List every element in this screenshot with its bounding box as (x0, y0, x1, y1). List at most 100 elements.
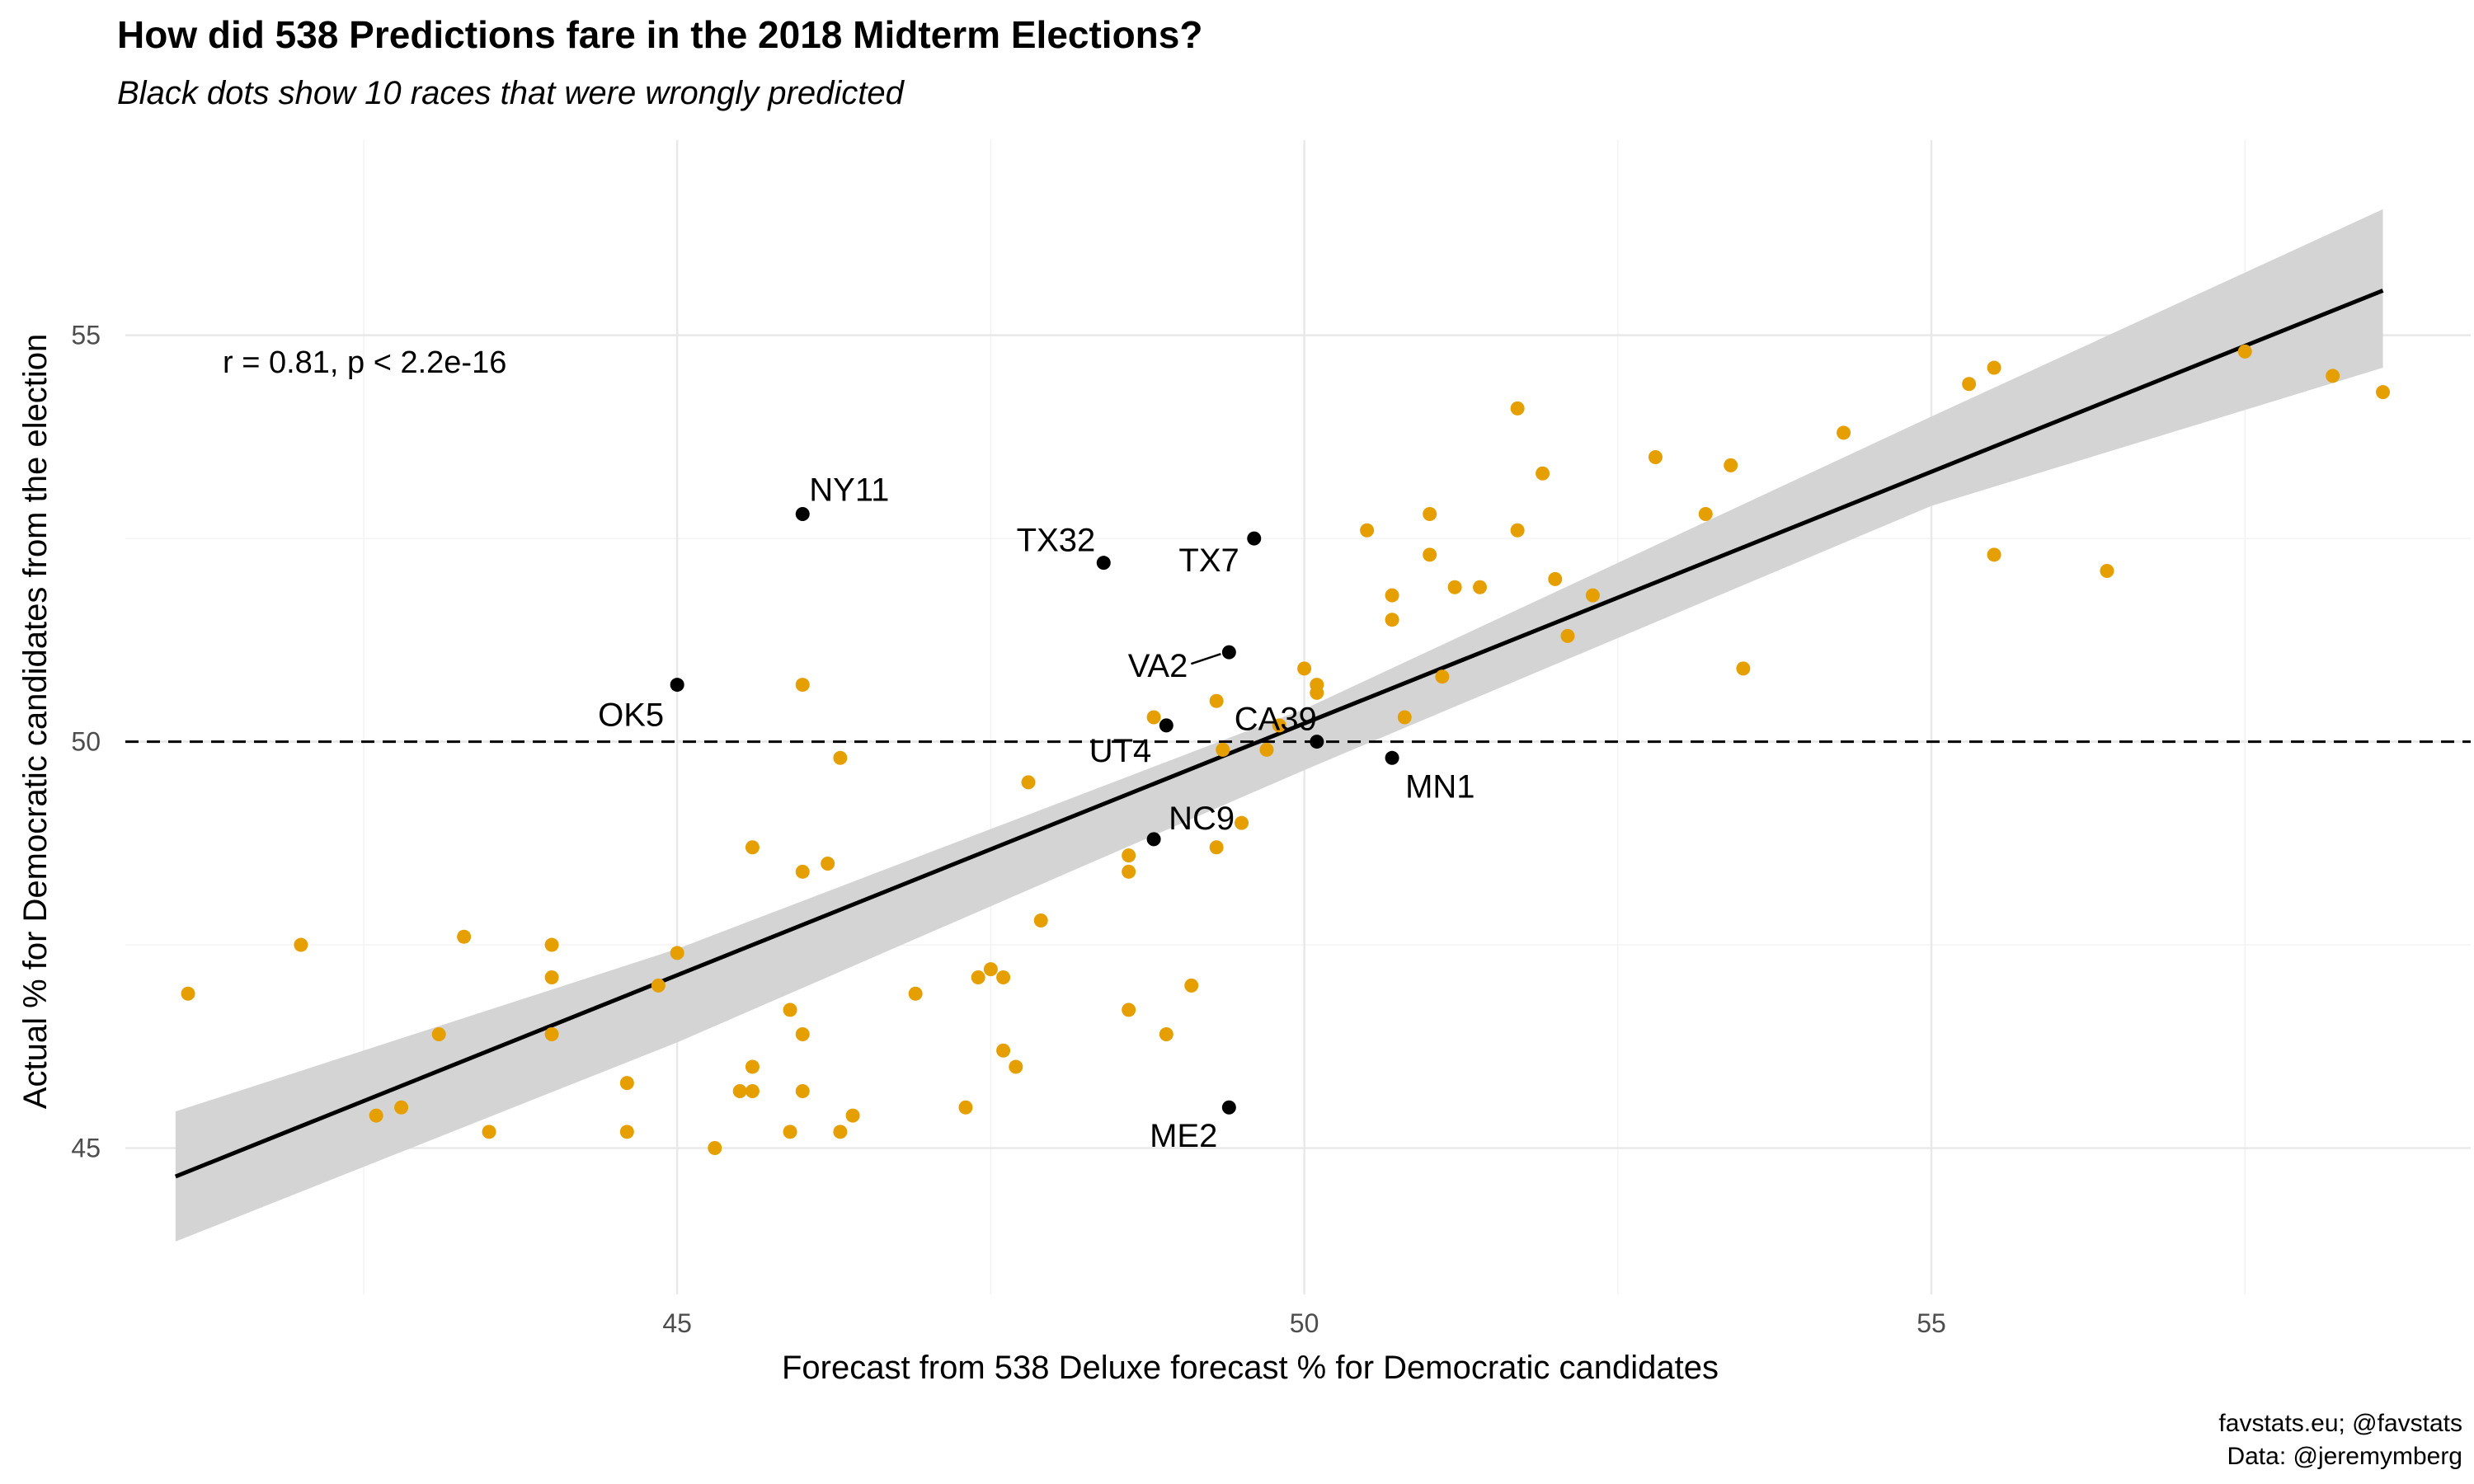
correct-prediction-point (971, 970, 985, 984)
correct-prediction-point (1310, 685, 1324, 700)
correct-prediction-point (1033, 913, 1048, 928)
correct-prediction-point (1560, 628, 1575, 643)
correct-prediction-point (745, 1084, 760, 1099)
correct-prediction-point (1122, 864, 1136, 879)
correct-prediction-point (544, 1027, 559, 1042)
correct-prediction-point (1122, 1003, 1136, 1017)
chart-subtitle: Black dots show 10 races that were wrong… (117, 75, 905, 111)
correct-prediction-point (996, 970, 1011, 984)
correct-prediction-point (1724, 458, 1738, 472)
correct-prediction-point (482, 1125, 496, 1139)
correct-prediction-point (544, 970, 559, 984)
correct-prediction-point (1736, 661, 1751, 676)
point-label: TX7 (1178, 542, 1239, 579)
correct-prediction-point (651, 978, 666, 993)
correct-prediction-point (294, 937, 308, 952)
label-leader-line (1190, 652, 1221, 665)
correct-prediction-point (1423, 507, 1437, 522)
correct-prediction-point (544, 937, 559, 952)
correct-prediction-point (1648, 450, 1663, 465)
y-axis-title: Actual % for Democratic candidates from … (17, 334, 54, 1109)
correct-prediction-point (783, 1003, 797, 1017)
wrong-prediction-point (1096, 556, 1111, 571)
correct-prediction-point (1122, 848, 1136, 863)
correct-prediction-point (1272, 718, 1286, 733)
correct-prediction-point (1435, 669, 1450, 684)
correct-prediction-point (1698, 507, 1713, 522)
correct-prediction-point (745, 840, 760, 855)
correct-prediction-point (1235, 815, 1249, 830)
correct-prediction-point (1385, 613, 1399, 627)
correct-prediction-point (1447, 580, 1462, 594)
correct-prediction-point (1548, 571, 1563, 586)
tick-labels-layer: 45 50 55 45 50 55 (71, 321, 1945, 1338)
correct-prediction-point (795, 864, 810, 879)
correct-prediction-point (1021, 775, 1036, 790)
correct-prediction-point (795, 678, 810, 693)
correct-prediction-point (181, 986, 195, 1001)
correct-prediction-point (1536, 466, 1550, 481)
correct-prediction-point (2237, 344, 2252, 359)
point-label: TX32 (1017, 523, 1096, 559)
correct-prediction-point (845, 1108, 860, 1123)
y-tick-label: 45 (71, 1134, 101, 1163)
correct-prediction-point (1510, 401, 1525, 416)
correct-prediction-point (833, 750, 848, 765)
x-tick-label: 50 (1290, 1308, 1319, 1338)
wrong-prediction-point (795, 507, 810, 522)
correct-prediction-point (1473, 580, 1488, 594)
correct-prediction-point (2326, 369, 2340, 383)
wrong-prediction-point (1221, 645, 1236, 660)
correct-prediction-point (394, 1100, 409, 1115)
correct-prediction-point (1209, 693, 1224, 708)
correct-prediction-point (1216, 742, 1230, 757)
correct-prediction-point (1510, 523, 1525, 538)
point-label: NY11 (809, 472, 889, 509)
correct-prediction-point (457, 929, 472, 944)
correct-prediction-point (369, 1108, 383, 1123)
correct-prediction-point (795, 1084, 810, 1099)
correct-prediction-point (2100, 564, 2114, 579)
chart-title: How did 538 Predictions fare in the 2018… (117, 13, 1202, 56)
y-tick-label: 55 (71, 321, 101, 350)
wrong-prediction-point (1247, 531, 1262, 546)
correct-prediction-point (1184, 978, 1199, 993)
correct-prediction-point (833, 1125, 848, 1139)
correct-prediction-point (783, 1125, 797, 1139)
correct-prediction-point (1009, 1059, 1023, 1074)
correct-prediction-point (996, 1043, 1011, 1058)
correct-prediction-point (1397, 710, 1412, 725)
correct-prediction-point (745, 1059, 760, 1074)
correct-prediction-point (1423, 547, 1437, 562)
wrong-prediction-point (1146, 832, 1161, 847)
point-label: MN1 (1405, 768, 1475, 805)
point-label: VA2 (1128, 648, 1188, 684)
correct-prediction-point (983, 962, 998, 977)
correct-prediction-point (1297, 661, 1312, 676)
wrong-prediction-point (1159, 718, 1174, 733)
points-layer (181, 344, 2391, 1156)
correct-prediction-point (1159, 1027, 1174, 1042)
correct-prediction-point (1987, 547, 2001, 562)
y-tick-label: 50 (71, 727, 101, 757)
x-axis-title: Forecast from 538 Deluxe forecast % for … (782, 1350, 1719, 1386)
correct-prediction-point (1837, 425, 1851, 440)
caption-line-1: favstats.eu; @favstats (2218, 1410, 2462, 1437)
correct-prediction-point (1360, 523, 1375, 538)
correct-prediction-point (1385, 588, 1399, 603)
regression-line (174, 289, 2384, 1179)
correct-prediction-point (1209, 840, 1224, 855)
wrong-prediction-point (1221, 1100, 1236, 1115)
x-tick-label: 45 (662, 1308, 692, 1338)
correct-prediction-point (431, 1027, 446, 1042)
correct-prediction-point (1962, 377, 1977, 392)
point-label: UT4 (1089, 733, 1152, 769)
correct-prediction-point (1259, 742, 1274, 757)
x-tick-label: 55 (1917, 1308, 1946, 1338)
correct-prediction-point (1146, 710, 1161, 725)
correct-prediction-point (1987, 360, 2001, 375)
correct-prediction-point (619, 1125, 634, 1139)
correct-prediction-point (821, 856, 835, 871)
fit-line-layer (174, 289, 2384, 1179)
